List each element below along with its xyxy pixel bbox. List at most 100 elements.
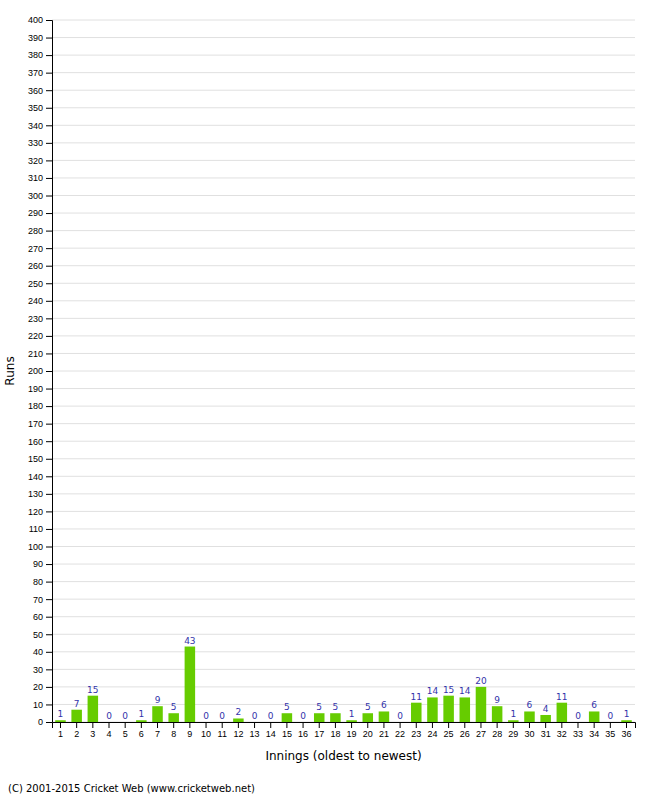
bar (427, 697, 438, 722)
grid-line (52, 511, 635, 512)
y-tick-label: 340 (28, 121, 43, 131)
x-tick-mark (626, 722, 627, 728)
y-tick: 330 (28, 138, 52, 148)
y-tick: 50 (33, 630, 52, 640)
y-tick: 80 (33, 577, 52, 587)
x-tick: 3 (90, 722, 95, 739)
x-tick: 32 (557, 722, 567, 739)
grid-line (52, 528, 635, 529)
data-label: 43 (184, 636, 195, 646)
data-label: 0 (106, 711, 112, 721)
x-tick: 31 (541, 722, 551, 739)
y-tick: 160 (28, 437, 52, 447)
data-label: 11 (411, 692, 422, 702)
x-tick-mark (60, 722, 61, 728)
data-labels: 1715001954300200505515601114151420916411… (58, 636, 630, 721)
y-tick-mark (46, 125, 52, 126)
y-tick-mark (46, 599, 52, 600)
y-tick-mark (46, 143, 52, 144)
x-tick-mark (464, 722, 465, 728)
y-tick-label: 80 (33, 577, 43, 587)
y-tick-label: 120 (28, 507, 43, 517)
y-tick-mark (46, 687, 52, 688)
y-tick: 320 (28, 156, 52, 166)
x-tick-mark (109, 722, 110, 728)
x-tick-mark (577, 722, 578, 728)
x-tick: 28 (492, 722, 502, 739)
x-tick-mark (351, 722, 352, 728)
y-tick: 90 (33, 559, 52, 569)
grid-line (52, 634, 635, 635)
x-tick-label: 18 (330, 729, 340, 739)
bar (524, 711, 535, 722)
y-tick: 370 (28, 68, 52, 78)
data-label: 0 (203, 711, 209, 721)
y-tick-label: 150 (28, 454, 43, 464)
y-tick: 200 (28, 366, 52, 376)
chart: 1715001954300200505515601114151420916411… (0, 0, 650, 800)
y-tick: 180 (28, 401, 52, 411)
x-tick: 15 (282, 722, 292, 739)
y-tick-mark (46, 634, 52, 635)
bar (330, 713, 341, 722)
bar (540, 715, 551, 722)
y-tick: 150 (28, 454, 52, 464)
y-tick-mark (46, 283, 52, 284)
y-tick-label: 200 (28, 366, 43, 376)
x-tick: 16 (298, 722, 308, 739)
y-tick-label: 270 (28, 244, 43, 254)
bar (492, 706, 503, 722)
bar (201, 722, 212, 723)
bar (298, 722, 309, 723)
y-tick: 40 (33, 647, 52, 657)
y-tick-mark (46, 90, 52, 91)
y-tick-mark (46, 547, 52, 548)
bar (508, 720, 519, 722)
grid-line (52, 55, 635, 56)
y-tick: 20 (33, 682, 52, 692)
x-tick: 2 (74, 722, 79, 739)
y-tick-label: 70 (33, 595, 43, 605)
y-tick: 120 (28, 507, 52, 517)
grid-line (52, 318, 635, 319)
x-tick-label: 7 (155, 729, 160, 739)
y-tick-mark (46, 196, 52, 197)
bar (217, 722, 228, 723)
x-tick: 7 (155, 722, 160, 739)
y-tick: 350 (28, 103, 52, 113)
x-tick-label: 14 (266, 729, 276, 739)
bar (363, 713, 374, 722)
grid-line (52, 90, 635, 91)
data-label: 0 (268, 711, 274, 721)
y-tick-mark (46, 704, 52, 705)
x-tick-label: 9 (187, 729, 192, 739)
grid-line (52, 335, 635, 336)
y-tick-label: 100 (28, 542, 43, 552)
grid-line (52, 406, 635, 407)
x-tick-mark (254, 722, 255, 728)
bar (443, 696, 454, 722)
y-tick-mark (46, 722, 52, 723)
y-tick-label: 180 (28, 401, 43, 411)
x-axis-line (53, 723, 636, 729)
x-tick: 12 (233, 722, 243, 739)
data-label: 0 (122, 711, 128, 721)
y-tick-mark (46, 617, 52, 618)
y-tick-mark (46, 108, 52, 109)
x-tick-mark (76, 722, 77, 728)
grid-line (52, 599, 635, 600)
y-tick: 340 (28, 121, 52, 131)
x-tick: 14 (266, 722, 276, 739)
grid-line (52, 300, 635, 301)
grid-line (52, 230, 635, 231)
x-tick-label: 8 (171, 729, 176, 739)
x-tick: 18 (330, 722, 340, 739)
footer: (C) 2001-2015 Cricket Web (www.cricketwe… (8, 783, 255, 794)
grid-line (52, 581, 635, 582)
data-label: 5 (333, 702, 339, 712)
data-label: 1 (58, 709, 64, 719)
grid-line (52, 20, 635, 21)
y-tick-label: 380 (28, 50, 43, 60)
x-tick-label: 1 (58, 729, 63, 739)
y-tick: 100 (28, 542, 52, 552)
